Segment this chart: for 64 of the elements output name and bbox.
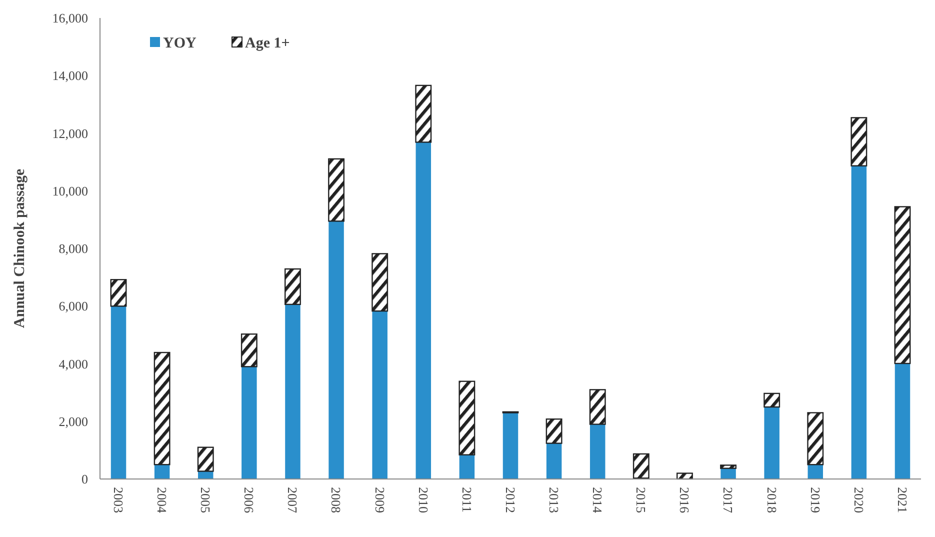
x-tick-label: 2017 (720, 487, 736, 514)
x-tick-label: 2011 (459, 487, 474, 513)
bar (285, 304, 300, 479)
legend-label: Age 1+ (245, 35, 290, 52)
bar (502, 412, 518, 479)
bar (459, 454, 475, 479)
x-tick-label: 2021 (894, 487, 910, 513)
y-tick-label: 10,000 (52, 183, 88, 198)
x-tick-label: 2014 (590, 487, 606, 514)
bar (632, 453, 650, 479)
bar (110, 279, 127, 307)
x-tick-label: 2018 (764, 487, 780, 513)
bar (894, 363, 910, 479)
bar (372, 311, 388, 479)
bar (546, 443, 562, 479)
bar (328, 158, 345, 222)
bar (197, 446, 214, 472)
bar (154, 464, 170, 479)
bar (240, 333, 258, 368)
bar (546, 418, 562, 444)
bar (284, 268, 301, 305)
bar (850, 117, 868, 166)
x-tick-label: 2019 (808, 487, 823, 513)
bar (415, 84, 432, 143)
bar (764, 406, 780, 479)
y-tick-label: 12,000 (52, 126, 88, 141)
x-tick-label: 2003 (110, 487, 126, 513)
bar (808, 464, 824, 479)
x-tick-label: 2013 (546, 487, 562, 513)
bar (807, 412, 824, 466)
bar (242, 366, 257, 479)
x-tick-label: 2012 (502, 487, 518, 513)
y-tick-label: 8,000 (58, 241, 88, 256)
bar (110, 306, 126, 479)
bar (851, 166, 867, 479)
x-tick-label: 2005 (198, 487, 214, 513)
bar (720, 468, 736, 479)
x-tick-label: 2008 (328, 487, 344, 513)
bar (372, 253, 388, 312)
y-tick-label: 16,000 (52, 10, 88, 26)
x-tick-label: 2006 (242, 487, 257, 514)
y-tick-label: 6,000 (58, 298, 88, 314)
bar (590, 424, 606, 479)
bar (589, 389, 606, 425)
y-tick-label: 0 (82, 472, 88, 487)
bar (416, 142, 432, 479)
x-tick-label: 2009 (372, 487, 388, 513)
y-tick-label: 4,000 (58, 356, 88, 372)
y-axis-title: Annual Chinook passage (12, 168, 28, 328)
x-tick-label: 2020 (851, 487, 866, 513)
x-tick-label: 2015 (634, 487, 649, 513)
x-tick-label: 2016 (677, 487, 692, 514)
x-tick-label: 2007 (285, 487, 300, 514)
x-tick-label: 2010 (416, 487, 431, 513)
y-tick-label: 14,000 (52, 68, 88, 84)
legend-label: YOY (163, 35, 196, 52)
x-tick-label: 2004 (154, 487, 170, 514)
bar (764, 392, 780, 408)
bar (154, 352, 170, 466)
bar (720, 464, 736, 469)
bar (894, 206, 911, 364)
bar (458, 380, 476, 456)
y-tick-label: 2,000 (58, 414, 88, 429)
bar (328, 221, 344, 479)
